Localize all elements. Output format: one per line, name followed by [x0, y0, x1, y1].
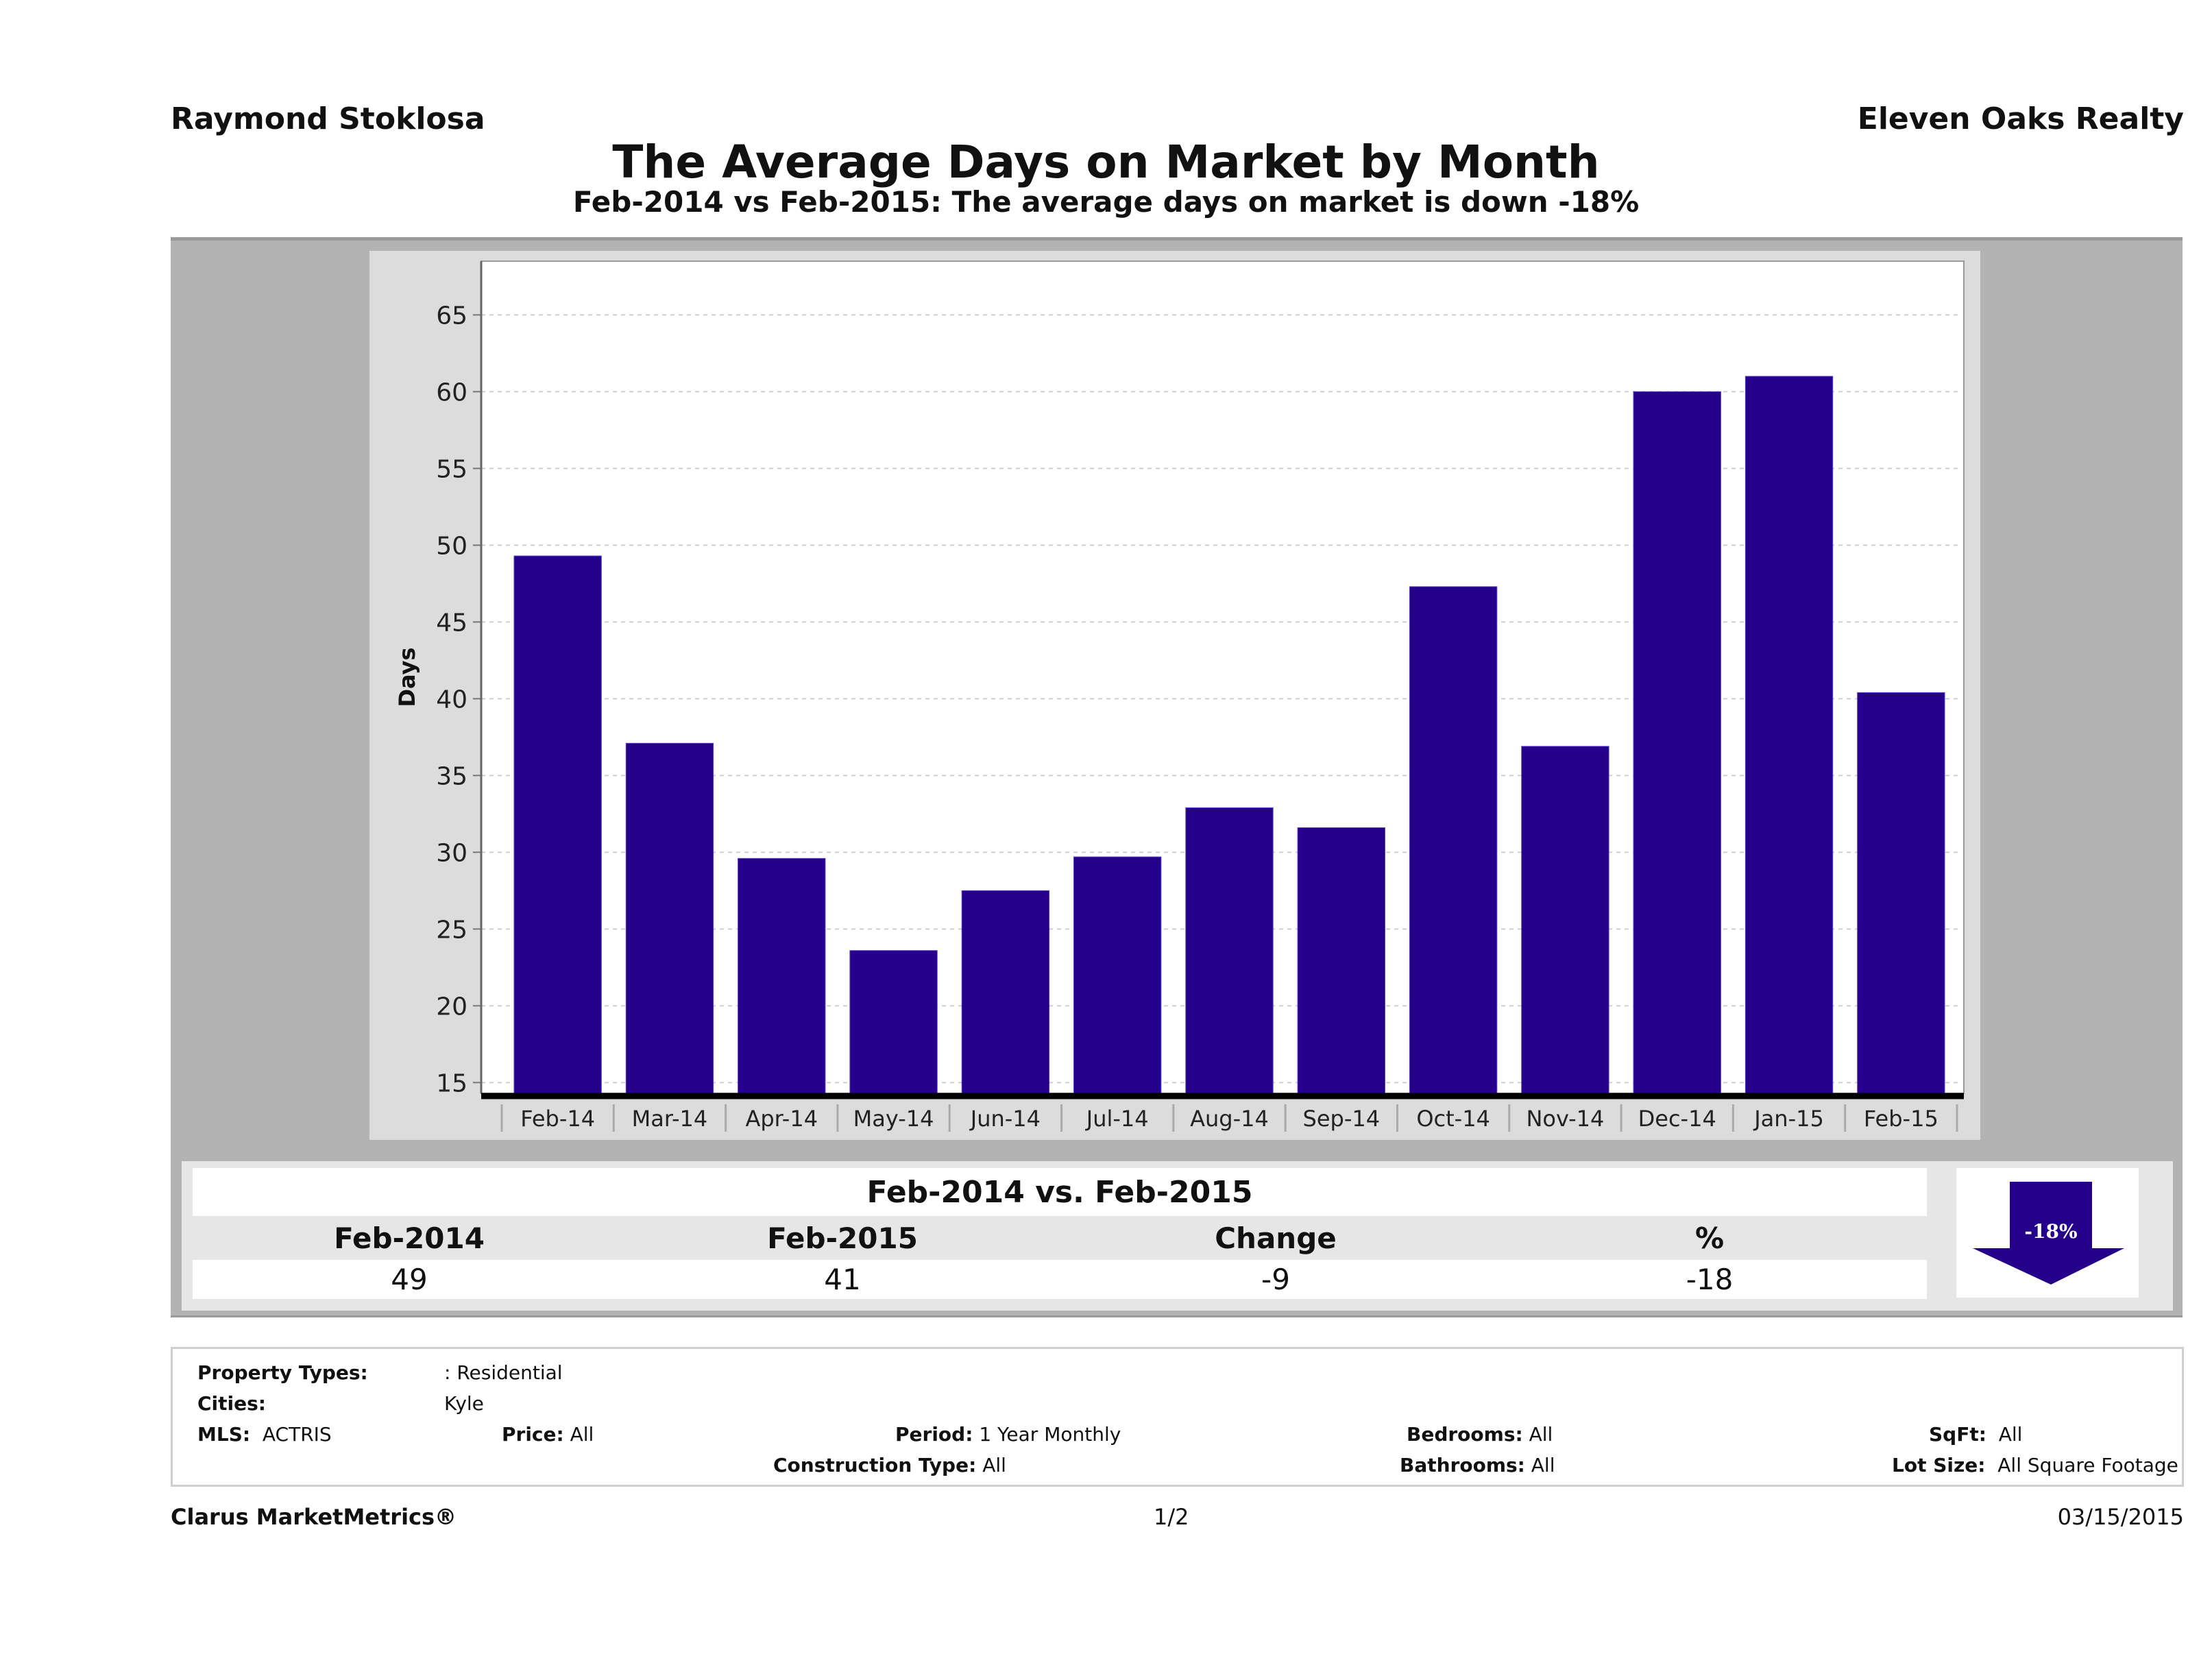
x-tick-labels: Feb-14 Mar-14 Apr-14 May-14 Jun-14 Jul-14 Aug-…	[520, 1106, 1938, 1132]
bar-Dec-14	[1633, 391, 1721, 1094]
bar-May-14	[849, 950, 938, 1094]
criteria-value: All	[982, 1454, 1006, 1476]
y-tick-label: 50	[436, 532, 467, 560]
bar-Sep-14	[1297, 827, 1385, 1094]
y-axis-label: Days	[394, 647, 420, 707]
comparison-header-row: Feb-2014 Feb-2015 Change %	[193, 1216, 1927, 1260]
comparison-title: Feb-2014 vs. Feb-2015	[866, 1174, 1253, 1210]
criteria-lot-size: Lot Size: All Square Footage	[1892, 1454, 2178, 1476]
bar-Feb-15	[1857, 692, 1945, 1094]
x-tick-label: Feb-15	[1864, 1106, 1938, 1132]
y-tick-label: 20	[436, 993, 467, 1021]
y-tick-label: 25	[436, 916, 467, 944]
criteria-label: Cities:	[197, 1392, 266, 1415]
criteria-bedrooms: Bedrooms: All	[1407, 1423, 1553, 1446]
company-name: Eleven Oaks Realty	[1857, 101, 2184, 136]
criteria-label: Property Types:	[197, 1361, 368, 1384]
footer-brand: Clarus MarketMetrics®	[171, 1504, 457, 1530]
report-date: 03/15/2015	[2057, 1504, 2184, 1530]
y-tick-labels: 15 20 25 30 35 40 45 50 55 60 65	[436, 302, 467, 1097]
bar-Jun-14	[961, 890, 1050, 1094]
down-arrow-icon: -18%	[1973, 1182, 2124, 1285]
page-subtitle: Feb-2014 vs Feb-2015: The average days o…	[572, 185, 1640, 219]
criteria-bathrooms: Bathrooms: All	[1400, 1454, 1555, 1476]
criteria-construction: Construction Type: All	[773, 1454, 1006, 1476]
bars	[513, 376, 1945, 1094]
criteria-sqft: SqFt: All	[1929, 1423, 2022, 1446]
y-tick-label: 60	[436, 378, 467, 406]
x-tick-label: May-14	[853, 1106, 934, 1132]
criteria-label: Price:	[502, 1423, 564, 1446]
comparison-panel: Feb-2014 vs. Feb-2015 Feb-2014 Feb-2015 …	[182, 1161, 2173, 1311]
bar-Mar-14	[625, 742, 714, 1094]
page-title: The Average Days on Market by Month	[612, 136, 1600, 189]
bar-Nov-14	[1521, 746, 1609, 1094]
bar-Apr-14	[738, 858, 826, 1094]
header-cell: Change	[1215, 1221, 1337, 1255]
criteria-property-types: Property Types:	[197, 1361, 368, 1384]
page-number: 1/2	[1154, 1504, 1189, 1530]
header-cell: %	[1694, 1221, 1725, 1255]
criteria-value: All	[570, 1423, 594, 1446]
change-badge: -18%	[1956, 1168, 2139, 1298]
chart-panel: 15 20 25 30 35 40 45 50 55 60 65 Feb-14 Mar-14 Apr-1…	[369, 251, 1980, 1140]
x-tick-label: Mar-14	[632, 1106, 708, 1132]
criteria-value: 1 Year Monthly	[979, 1423, 1121, 1446]
x-tick-label: Jan-15	[1753, 1106, 1824, 1132]
criteria-label: Construction Type:	[773, 1454, 977, 1476]
comparison-title-row: Feb-2014 vs. Feb-2015	[193, 1168, 1927, 1216]
criteria-value: All	[1998, 1423, 2023, 1446]
header-cell: Feb-2015	[767, 1221, 918, 1255]
criteria-label: Bedrooms:	[1407, 1423, 1523, 1446]
y-tick-label: 15	[436, 1069, 467, 1097]
search-criteria: Property Types: : Residential Cities: Ky…	[171, 1347, 2184, 1487]
x-tick-label: Nov-14	[1526, 1106, 1604, 1132]
y-tick-label: 40	[436, 685, 467, 714]
criteria-label: Period:	[895, 1423, 973, 1446]
value-cell: -9	[1261, 1263, 1290, 1296]
y-tick-label: 65	[436, 302, 467, 330]
x-tick-label: Feb-14	[520, 1106, 595, 1132]
criteria-label: Bathrooms:	[1400, 1454, 1525, 1476]
bar-Aug-14	[1185, 807, 1274, 1094]
criteria-period: Period: 1 Year Monthly	[895, 1423, 1121, 1446]
change-badge-label: -18%	[2024, 1220, 2077, 1243]
criteria-label: Lot Size:	[1892, 1454, 1986, 1476]
criteria-value: All	[1529, 1423, 1553, 1446]
x-tick-label: Jun-14	[969, 1106, 1041, 1132]
criteria-mls: MLS: ACTRIS	[197, 1423, 332, 1446]
criteria-label: SqFt:	[1929, 1423, 1986, 1446]
agent-name: Raymond Stoklosa	[171, 101, 485, 136]
x-tick-label: Apr-14	[745, 1106, 818, 1132]
x-tick-label: Dec-14	[1638, 1106, 1716, 1132]
comparison-value-row: 49 41 -9 -18	[193, 1260, 1927, 1299]
criteria-value: ACTRIS	[262, 1423, 332, 1446]
criteria-value: All	[1531, 1454, 1555, 1476]
x-tick-label: Aug-14	[1190, 1106, 1269, 1132]
value-cell: 49	[391, 1263, 428, 1296]
bar-chart: 15 20 25 30 35 40 45 50 55 60 65 Feb-14 Mar-14 Apr-1…	[394, 260, 1965, 1132]
value-cell: -18	[1686, 1263, 1734, 1296]
criteria-cities: Cities:	[197, 1392, 266, 1415]
criteria-price: Price: All	[502, 1423, 594, 1446]
bar-Feb-14	[513, 555, 602, 1094]
bar-Jan-15	[1745, 376, 1834, 1094]
criteria-property-types-value: : Residential	[444, 1361, 563, 1384]
y-tick-label: 35	[436, 762, 467, 790]
x-tick-label: Jul-14	[1085, 1106, 1149, 1132]
axes	[473, 261, 1964, 1132]
criteria-cities-value: Kyle	[444, 1392, 484, 1415]
x-tick-label: Sep-14	[1303, 1106, 1381, 1132]
criteria-value: All Square Footage	[1997, 1454, 2178, 1476]
y-tick-label: 30	[436, 839, 467, 867]
x-tick-label: Oct-14	[1416, 1106, 1490, 1132]
value-cell: 41	[824, 1263, 861, 1296]
y-tick-label: 55	[436, 455, 467, 483]
y-tick-label: 45	[436, 609, 467, 637]
criteria-label: MLS:	[197, 1423, 251, 1446]
header-cell: Feb-2014	[334, 1221, 485, 1255]
bar-Oct-14	[1409, 586, 1498, 1094]
bar-Jul-14	[1073, 856, 1162, 1094]
